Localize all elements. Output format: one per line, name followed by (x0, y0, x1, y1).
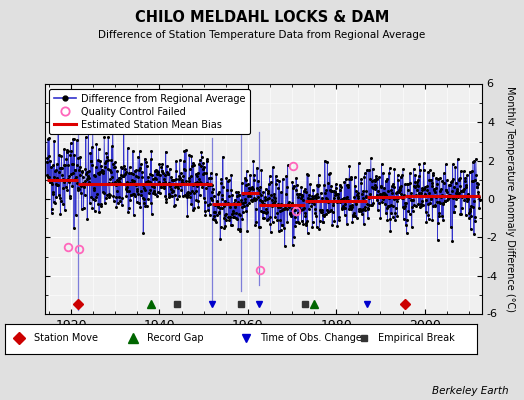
Legend: Difference from Regional Average, Quality Control Failed, Estimated Station Mean: Difference from Regional Average, Qualit… (49, 89, 250, 134)
Text: Time of Obs. Change: Time of Obs. Change (260, 334, 362, 343)
Text: Record Gap: Record Gap (147, 334, 203, 343)
Text: Berkeley Earth: Berkeley Earth (432, 386, 508, 396)
Text: Empirical Break: Empirical Break (378, 334, 454, 343)
Y-axis label: Monthly Temperature Anomaly Difference (°C): Monthly Temperature Anomaly Difference (… (505, 86, 515, 312)
Text: CHILO MELDAHL LOCKS & DAM: CHILO MELDAHL LOCKS & DAM (135, 10, 389, 25)
Text: Difference of Station Temperature Data from Regional Average: Difference of Station Temperature Data f… (99, 30, 425, 40)
Text: -6: -6 (486, 309, 497, 319)
Text: Station Move: Station Move (34, 334, 97, 343)
Text: 6: 6 (486, 79, 494, 89)
